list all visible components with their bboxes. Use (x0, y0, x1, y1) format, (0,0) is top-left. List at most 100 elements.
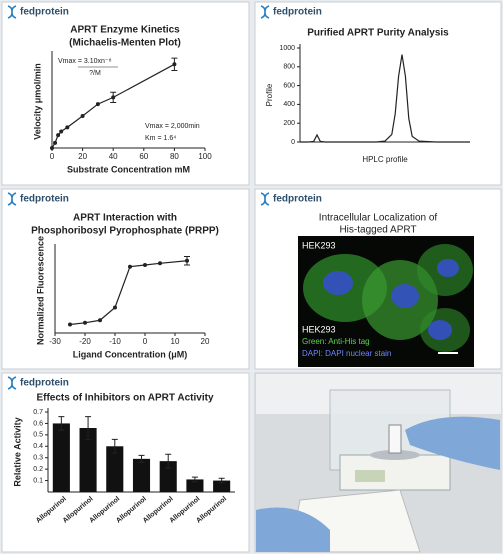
brand-name: fedprotein (273, 7, 322, 18)
balance-pan (370, 450, 420, 460)
nucleus (323, 271, 353, 295)
panel-title: His-tagged APRT (339, 225, 416, 236)
x-tick-label: 0 (143, 337, 148, 346)
data-point (53, 140, 58, 145)
y-tick-label: 0 (291, 139, 295, 146)
data-point (68, 322, 72, 327)
bar (52, 423, 70, 492)
y-tick-label: 600 (283, 82, 295, 89)
data-point (143, 263, 147, 267)
chart-title: Purified APRT Purity Analysis (307, 28, 449, 39)
bar (159, 461, 177, 492)
error-bar (218, 477, 225, 484)
x-tick-label: 20 (201, 337, 210, 346)
y-tick-label: 0.7 (33, 409, 43, 416)
brand-name: fedprotein (273, 194, 322, 205)
data-point (83, 320, 87, 325)
error-bar (58, 416, 65, 431)
y-tick-label: 0.2 (33, 466, 43, 473)
y-tick-label: 0.3 (33, 455, 43, 462)
annotation: Km = 1.6⁴ (145, 135, 176, 142)
annotation: Vmax = 3.10xn⁻⁸ (58, 58, 112, 65)
y-tick-label: 0.6 (33, 420, 43, 427)
x-tick-label: 60 (139, 152, 148, 161)
error-bar (171, 57, 178, 71)
error-bar (110, 91, 117, 104)
x-tick-label: -10 (109, 337, 121, 346)
x-axis-label: Ligand Concentration (μM) (73, 349, 188, 359)
vial (388, 424, 402, 454)
y-tick-label: 400 (283, 101, 295, 108)
legend-dapi: DAPI: DAPI nuclear stain (302, 349, 391, 358)
bar (186, 479, 204, 492)
x-tick-label: -30 (49, 337, 61, 346)
data-line (300, 54, 470, 143)
y-tick-label: 0.1 (33, 477, 43, 484)
brand-name: fedprotein (20, 194, 69, 205)
brand-name: fedprotein (20, 378, 69, 389)
chart-title: APRT Interaction with (73, 213, 177, 224)
y-axis-label: Relative Activity (12, 417, 22, 486)
legend-green: Green: Anti-His tag (302, 337, 370, 346)
logo-icon (260, 5, 270, 19)
data-point (95, 102, 100, 107)
error-bar (184, 256, 190, 266)
bar (79, 428, 97, 492)
data-line (69, 260, 188, 326)
error-bar (138, 454, 145, 463)
data-point (50, 146, 54, 150)
cell-line-label: HEK293 (302, 324, 336, 334)
y-axis-label: Normalized Fluorescence (35, 236, 45, 345)
y-tick-label: 1000 (279, 45, 295, 52)
x-tick-label: 20 (78, 152, 87, 161)
data-point (65, 125, 70, 130)
chart-title: (Michaelis-Menten Plot) (69, 38, 181, 49)
data-point (98, 318, 102, 323)
data-point (113, 305, 117, 310)
y-axis-label: Velocity μmol/min (32, 63, 42, 140)
y-axis-label: Profile (265, 83, 274, 106)
glove (256, 507, 330, 552)
x-tick-label: 100 (198, 152, 212, 161)
microscopy-image: Intracellular Localization of His-tagged… (298, 213, 474, 367)
error-bar (165, 453, 172, 469)
y-tick-label: 200 (283, 120, 295, 127)
data-point (56, 133, 61, 138)
cell-line-label: HEK293 (302, 240, 336, 250)
x-tick-label: -20 (79, 337, 91, 346)
bar (132, 458, 151, 492)
x-axis-label: Substrate Concentration mM (67, 164, 190, 174)
balance-display (355, 470, 385, 482)
y-tick-label: 0.4 (33, 443, 43, 450)
brand-name: fedprotein (20, 7, 69, 18)
nucleus (391, 284, 419, 308)
x-tick-label: 10 (171, 337, 180, 346)
panel (254, 1, 502, 186)
panel-title: Intracellular Localization of (319, 213, 438, 224)
annotation: ?/M (89, 70, 101, 77)
x-tick-label: 0 (50, 152, 55, 161)
error-bar (85, 416, 92, 440)
bar (106, 446, 124, 492)
logo-icon (7, 376, 17, 390)
y-tick-label: 0.5 (33, 432, 43, 439)
glove (405, 416, 500, 470)
x-axis-label: HPLC profile (362, 155, 408, 164)
error-bar (111, 438, 118, 454)
nucleus (437, 259, 459, 277)
y-tick-label: 800 (283, 64, 295, 71)
logo-icon (7, 192, 17, 206)
annotation: Vmax = 2,000min (145, 123, 200, 130)
logo-icon (7, 5, 17, 19)
panel (1, 1, 250, 186)
error-bar (191, 476, 198, 483)
data-point (80, 113, 85, 118)
data-point (158, 261, 162, 266)
nucleus (428, 320, 452, 340)
chart-title: Phosphoribosyl Pyrophosphate (PRPP) (31, 226, 219, 237)
panel (1, 372, 250, 553)
bar (213, 480, 231, 492)
chart-title: Effects of Inhibitors on APRT Activity (36, 393, 213, 404)
x-tick-label: 40 (109, 152, 118, 161)
